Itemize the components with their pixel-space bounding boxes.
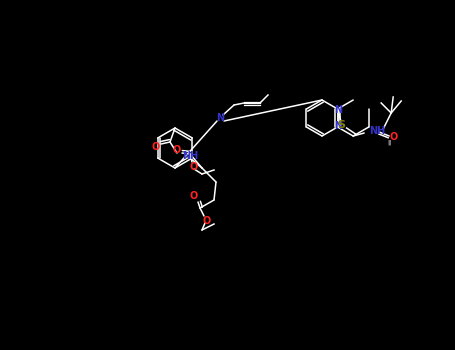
Text: NH: NH [369,126,385,136]
Text: S: S [338,120,346,130]
Text: N: N [334,121,343,131]
Text: N: N [216,113,224,123]
Text: N: N [334,105,343,115]
Text: O: O [190,191,198,201]
Text: O: O [152,142,160,152]
Text: O: O [203,216,211,226]
Text: NH: NH [182,151,198,161]
Text: O: O [173,145,181,155]
Text: O: O [389,132,397,142]
Text: ||: || [387,139,391,145]
Text: O: O [190,162,198,172]
